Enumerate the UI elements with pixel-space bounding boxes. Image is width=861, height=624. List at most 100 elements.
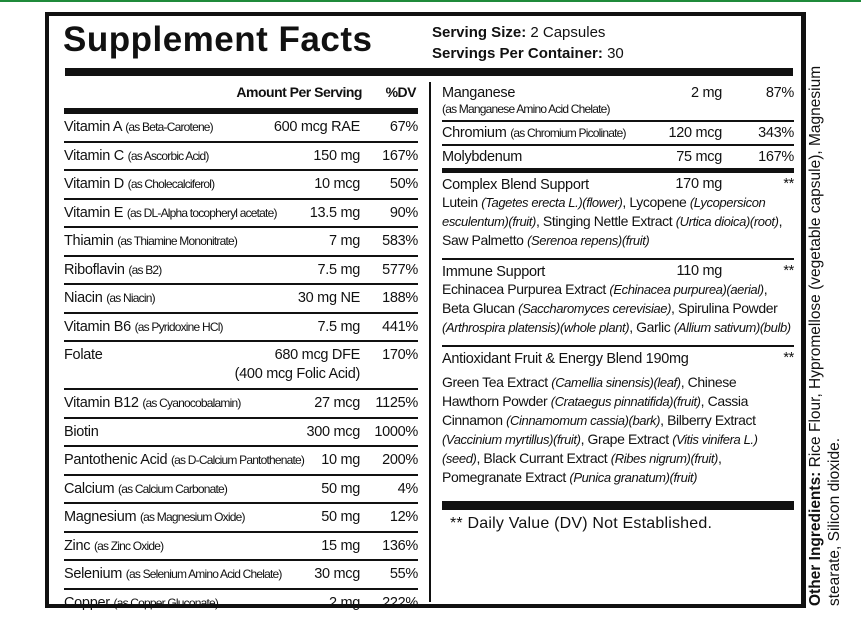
nutrient-source: (as Niacin): [106, 291, 155, 305]
nutrient-sub-amount: (400 mcg Folic Acid): [234, 366, 361, 382]
nutrient-amount: 75 mcg: [676, 149, 722, 165]
table-row: Chromium (as Chromium Picolinate) 120 mcg…: [442, 122, 794, 146]
nutrient-source: (as Beta-Carotene): [125, 120, 213, 134]
botanical-name: (Ribes nigrum)(fruit): [610, 451, 719, 466]
nutrient-label: Vitamin C: [64, 147, 124, 164]
nutrient-label: Riboflavin: [64, 261, 125, 278]
nutrient-dv: 4%: [397, 480, 419, 497]
nutrient-amount: 7 mg: [328, 233, 360, 249]
blend-amount: 110 mg: [676, 263, 723, 279]
other-ingredients: Other Ingredients: Rice Flour, Hypromell…: [806, 11, 844, 606]
header-bar: [64, 108, 418, 114]
nutrient-label: Vitamin B12: [64, 395, 139, 411]
nutrient-amount: 13.5 mg: [309, 204, 361, 221]
blend-name: Complex Blend Support: [442, 177, 589, 193]
nutrient-name: Vitamin B12 (as Cyanocobalamin): [64, 395, 241, 411]
nutrient-label: Zinc: [64, 537, 91, 554]
nutrient-label: Manganese: [442, 85, 516, 101]
nutrient-table-right: Manganese (as Manganese Amino Acid Chelat…: [442, 82, 794, 533]
nutrient-dv: 50%: [389, 176, 418, 192]
serving-size-value: 2 Capsules: [530, 24, 606, 41]
botanical-name: (Cinnamomum cassia)(bark): [506, 413, 661, 428]
nutrient-amount: 600 mcg RAE: [273, 119, 360, 135]
blend-row: Immune Support 110 mg ** Echinacea Purpurea…: [442, 260, 794, 347]
nutrient-name: Calcium (as Calcium Carbonate): [64, 480, 228, 497]
nutrient-dv: 167%: [758, 149, 794, 165]
nutrient-source: (as Zinc Oxide): [93, 538, 164, 553]
table-row: Thiamin (as Thiamine Mononitrate) 7 mg 583…: [64, 228, 418, 257]
nutrient-amount: 50 mg: [321, 509, 360, 525]
nutrient-amount: 27 mcg: [314, 395, 360, 411]
ingredient-name: , Cassia Cinnamon: [442, 393, 748, 428]
ingredient-name: , Lycopene: [622, 194, 690, 210]
ingredient-name: , Saw Palmetto: [442, 213, 783, 248]
ingredient-name: , Beta Glucan: [442, 281, 768, 316]
nutrient-dv: 136%: [382, 537, 418, 554]
dv-header: %DV: [385, 84, 417, 100]
nutrient-name: Molybdenum: [442, 149, 794, 165]
table-row: Vitamin A (as Beta-Carotene) 600 mcg RAE 6…: [64, 114, 418, 143]
table-row: Molybdenum 75 mcg 167%: [442, 146, 794, 173]
nutrient-amount: 2 mg: [328, 594, 360, 611]
nutrient-dv: 343%: [758, 125, 794, 141]
panel-title: Supplement Facts: [63, 20, 373, 59]
blend-row: Complex Blend Support 170 mg ** Lutein (Tag…: [442, 173, 794, 260]
ingredient-name: , Stinging Nettle Extract: [535, 213, 676, 229]
nutrient-amount: 150 mg: [313, 147, 360, 164]
other-ingredients-label: Other Ingredients:: [807, 471, 824, 606]
servings-per-container-label: Servings Per Container:: [432, 45, 603, 62]
ingredient-name: , Black Currant Extract: [476, 450, 611, 466]
botanical-name: (Punica granatum)(fruit): [569, 470, 698, 485]
nutrient-name: Folate: [64, 347, 103, 363]
nutrient-source: (as Chromium Picolinate): [510, 126, 626, 140]
table-row: Pantothenic Acid (as D-Calcium Pantothen…: [64, 447, 418, 476]
table-row: Selenium (as Selenium Amino Acid Chelate…: [64, 561, 418, 590]
botanical-name: (Tagetes erecta L.)(flower): [481, 195, 623, 210]
supplement-facts-panel: Supplement Facts Serving Size: 2 Capsule…: [45, 12, 806, 611]
amount-header: Amount Per Serving: [236, 84, 362, 100]
table-row: Vitamin D (as Cholecalciferol) 10 mcg 50%: [64, 171, 418, 200]
blend-row: Antioxidant Fruit & Energy Blend 190mg **…: [442, 347, 794, 495]
divider-bar: [65, 68, 793, 76]
table-row: Biotin 300 mcg 1000%: [64, 419, 418, 447]
nutrient-amount: 30 mg NE: [297, 290, 360, 306]
nutrient-source: (as B2): [128, 262, 162, 277]
nutrient-dv: 12%: [389, 509, 418, 525]
nutrient-amount: 300 mcg: [306, 423, 360, 440]
nutrient-name: Magnesium (as Magnesium Oxide): [64, 509, 246, 525]
nutrient-name: Vitamin B6 (as Pyridoxine HCl): [64, 318, 224, 335]
nutrient-name: Pantothenic Acid (as D-Calcium Pantothen…: [64, 452, 305, 468]
nutrient-name: Chromium (as Chromium Picolinate): [442, 125, 794, 141]
nutrient-dv: 90%: [389, 204, 418, 221]
footnote: ** Daily Value (DV) Not Established.: [450, 515, 713, 532]
nutrient-label: Thiamin: [64, 233, 114, 249]
nutrient-dv: 1000%: [374, 423, 418, 440]
table-row: Calcium (as Calcium Carbonate) 50 mg 4%: [64, 476, 419, 504]
table-header: Amount Per Serving %DV: [64, 78, 418, 108]
nutrient-dv: 67%: [389, 119, 418, 135]
botanical-name: (Vitis vinifera L.)(seed): [442, 432, 758, 466]
nutrient-dv: 222%: [382, 594, 418, 611]
ingredient-name: , Bilberry Extract: [660, 412, 756, 428]
nutrient-source: (as Magnesium Oxide): [139, 510, 246, 524]
nutrient-amount: 15 mg: [321, 537, 360, 554]
nutrient-dv: 55%: [389, 566, 418, 582]
nutrient-name: Zinc (as Zinc Oxide): [64, 537, 164, 554]
nutrient-name: Manganese (as Manganese Amino Acid Chelat…: [442, 85, 794, 117]
table-row: Vitamin B12 (as Cyanocobalamin) 27 mcg 112…: [64, 390, 418, 419]
table-row: Niacin (as Niacin) 30 mg NE 188%: [64, 285, 418, 314]
nutrient-label: Vitamin D: [64, 176, 124, 192]
nutrient-amount: 50 mg: [321, 480, 360, 497]
nutrient-label: Chromium: [442, 125, 507, 141]
footnote-bar: [442, 501, 794, 510]
nutrient-label: Vitamin B6: [64, 318, 131, 335]
nutrient-label: Calcium: [64, 480, 115, 497]
nutrient-label: Biotin: [64, 423, 99, 440]
nutrient-amount: 7.5 mg: [317, 261, 360, 278]
nutrient-source: (as D-Calcium Pantothenate): [170, 453, 305, 467]
blend-ingredients: Lutein (Tagetes erecta L.)(flower), Lyco…: [442, 193, 794, 250]
table-row: Folate 680 mcg DFE (400 mcg Folic Acid) 170…: [64, 342, 418, 390]
nutrient-dv: 1125%: [375, 395, 418, 411]
ingredient-name: Lutein: [442, 194, 482, 210]
column-divider: [429, 82, 431, 602]
